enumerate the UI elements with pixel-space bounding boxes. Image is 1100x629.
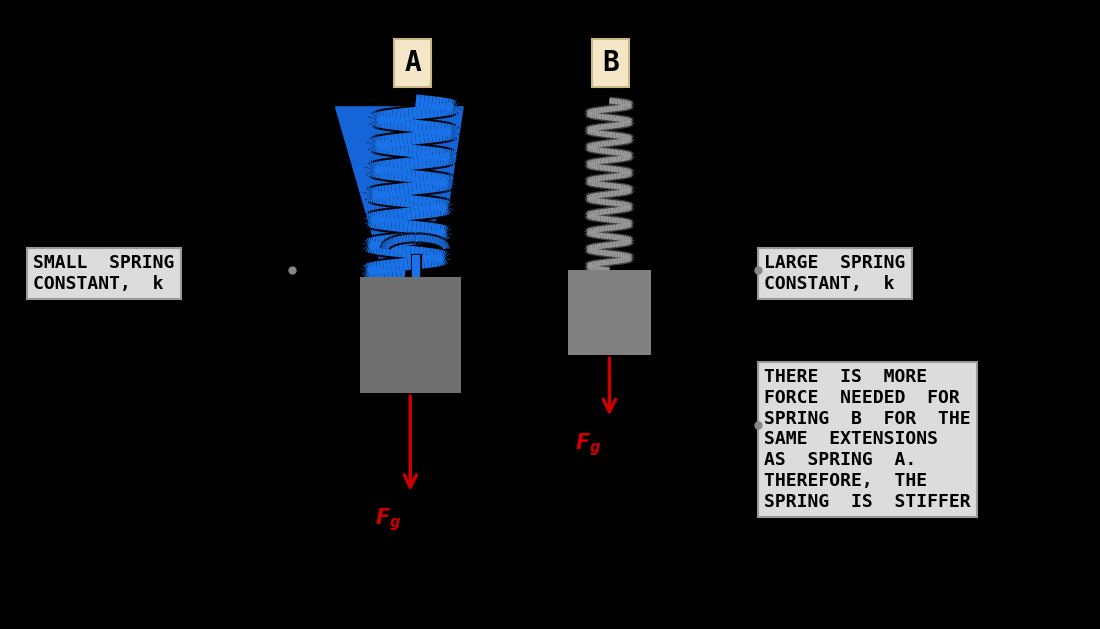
Polygon shape: [336, 107, 463, 270]
Bar: [568, 270, 651, 355]
Bar: [360, 277, 461, 393]
Text: $\mathregular{F_g}$: $\mathregular{F_g}$: [575, 431, 602, 458]
Text: LARGE  SPRING
CONSTANT,  k: LARGE SPRING CONSTANT, k: [764, 254, 906, 293]
Text: $\mathregular{F_g}$: $\mathregular{F_g}$: [375, 506, 402, 533]
Text: B: B: [602, 49, 619, 77]
Text: SMALL  SPRING
CONSTANT,  k: SMALL SPRING CONSTANT, k: [33, 254, 175, 293]
Text: A: A: [404, 49, 421, 77]
Text: THERE  IS  MORE
FORCE  NEEDED  FOR
SPRING  B  FOR  THE
SAME  EXTENSIONS
AS  SPRI: THERE IS MORE FORCE NEEDED FOR SPRING B …: [764, 368, 971, 511]
